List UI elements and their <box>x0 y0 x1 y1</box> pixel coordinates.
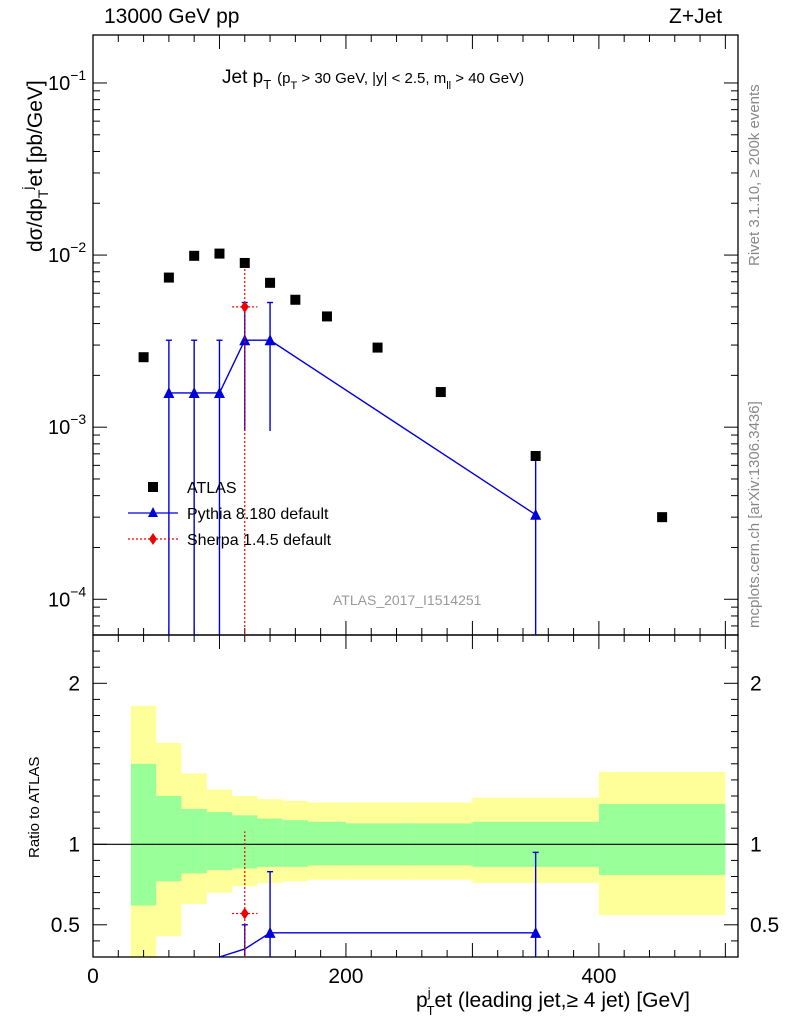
ratio-y-tick-label-right-2: 2 <box>750 672 762 695</box>
ratio-band-inner-11 <box>598 804 726 875</box>
atlas-point-5 <box>265 277 276 288</box>
atlas-point-0 <box>138 352 149 363</box>
atlas-point-4 <box>239 257 250 268</box>
x-tick-label-200: 200 <box>328 965 363 988</box>
atlas-data-series <box>138 248 668 523</box>
top-y-axis-label-b: et [pb/GeV] <box>24 80 47 186</box>
top-y-tick-label-1: 10−3 <box>48 411 86 439</box>
ratio-y-axis-label: Ratio to ATLAS <box>26 757 43 858</box>
atlas-point-6 <box>290 294 301 305</box>
plot-title-cuts-a-sub: T <box>291 80 298 92</box>
ratio-y-tick-label-right-0: 0.5 <box>750 914 779 937</box>
legend-atlas-marker <box>148 482 158 492</box>
header-right-label: Z+Jet <box>669 5 723 28</box>
atlas-point-8 <box>372 342 383 353</box>
top-y-tick-label-exp-3: −1 <box>70 67 86 83</box>
pythia-point-1 <box>188 386 200 398</box>
atlas-point-10 <box>530 450 541 461</box>
x-tick-label-400: 400 <box>581 965 616 988</box>
header-left-label: 13000 GeV pp <box>104 5 240 28</box>
top-y-tick-label-3: 10−1 <box>48 67 86 95</box>
legend-sherpa-marker <box>149 533 157 545</box>
legend-pythia-marker <box>148 507 158 517</box>
atlas-point-9 <box>435 387 446 398</box>
pythia-ratio-series <box>219 851 542 958</box>
ratio-band-inner-6 <box>282 820 308 867</box>
top-y-tick-label-exp-0: −4 <box>70 583 86 599</box>
ratio-band-inner-5 <box>257 818 283 867</box>
ratio-band-inner-7 <box>308 821 346 866</box>
plot-title: Jet pT (pT > 30 GeV, |y| < 2.5, mll > 40 … <box>222 67 524 92</box>
atlas-point-11 <box>657 512 668 523</box>
sherpa-point-0 <box>240 300 249 313</box>
ratio-y-tick-label-1: 1 <box>68 833 80 856</box>
pythia-line <box>168 339 537 516</box>
sherpa-series-top <box>232 258 258 635</box>
atlas-point-1 <box>163 272 174 283</box>
x-axis-label: pj Tet (leading jet,≥ 4 jet) [GeV] <box>416 985 690 1018</box>
top-y-axis-label: dσ/dpTjet [pb/GeV] <box>19 80 51 252</box>
atlas-point-2 <box>189 250 200 261</box>
sherpa-ratio-series <box>232 831 258 957</box>
ratio-band-inner-1 <box>156 796 182 882</box>
top-y-axis-label-sup: j <box>19 186 35 190</box>
top-y-tick-label-exp-2: −2 <box>70 239 86 255</box>
ratio-y-tick-label-2: 2 <box>68 672 80 695</box>
top-y-axis-label-sub: T <box>35 189 51 198</box>
top-y-tick-label-base-2: 10 <box>48 245 70 267</box>
ratio-band-inner-3 <box>206 812 233 871</box>
x-axis-label-sup: j <box>427 985 431 1000</box>
top-y-tick-label-base-0: 10 <box>48 589 70 611</box>
analysis-tag: ATLAS_2017_I1514251 <box>333 592 482 608</box>
pythia-point-5 <box>530 508 542 520</box>
ratio-band-inner-0 <box>130 763 157 906</box>
plot-title-cuts-b-sub: ll <box>446 80 451 92</box>
axis-ticks <box>92 35 738 957</box>
top-y-tick-label-base-1: 10 <box>48 417 70 439</box>
legend-sherpa-label: Sherpa 1.4.5 default <box>187 532 332 549</box>
pythia-ratio-point-2 <box>530 926 542 938</box>
top-y-tick-label-0: 10−4 <box>48 583 86 611</box>
legend-pythia-label: Pythia 8.180 default <box>187 506 329 523</box>
top-y-tick-label-base-3: 10 <box>48 73 70 95</box>
pythia-point-0 <box>163 386 175 398</box>
plot-title-cuts-a: (p <box>277 70 290 87</box>
atlas-point-3 <box>214 248 225 259</box>
sherpa-ratio-point-0 <box>240 907 249 920</box>
atlas-point-7 <box>321 311 332 322</box>
top-y-tick-label-2: 10−2 <box>48 239 86 267</box>
plot-title-cuts-c: > 40 GeV) <box>451 70 524 87</box>
pythia-ratio-point-1 <box>264 926 276 938</box>
ratio-y-tick-label-right-1: 1 <box>750 833 762 856</box>
x-axis-label-sub: T <box>427 1003 435 1018</box>
top-y-axis-label-a: dσ/dp <box>24 198 47 252</box>
top-y-tick-label-exp-1: −3 <box>70 411 86 427</box>
legend: ATLAS Pythia 8.180 default Sherpa 1.4.5 … <box>128 480 332 549</box>
pythia-ratio-line <box>219 932 536 958</box>
plot-title-main: Jet p <box>222 67 263 88</box>
pythia-series-top <box>163 301 542 635</box>
plot-title-main-sub: T <box>263 77 271 92</box>
pythia-point-2 <box>213 386 225 398</box>
ratio-uncertainty-bands <box>130 705 726 957</box>
x-axis-label-b: et (leading jet,≥ 4 jet) [GeV] <box>435 989 691 1012</box>
x-axis-label-a: p <box>416 989 428 1012</box>
legend-atlas-label: ATLAS <box>187 480 237 497</box>
ratio-band-inner-2 <box>181 808 207 874</box>
pythia-point-4 <box>264 334 276 346</box>
x-tick-label-0: 0 <box>87 965 99 988</box>
ratio-y-tick-label-0: 0.5 <box>51 914 80 937</box>
plot-title-cuts-b: > 30 GeV, |y| < 2.5, m <box>297 70 446 87</box>
pythia-point-3 <box>239 334 251 346</box>
